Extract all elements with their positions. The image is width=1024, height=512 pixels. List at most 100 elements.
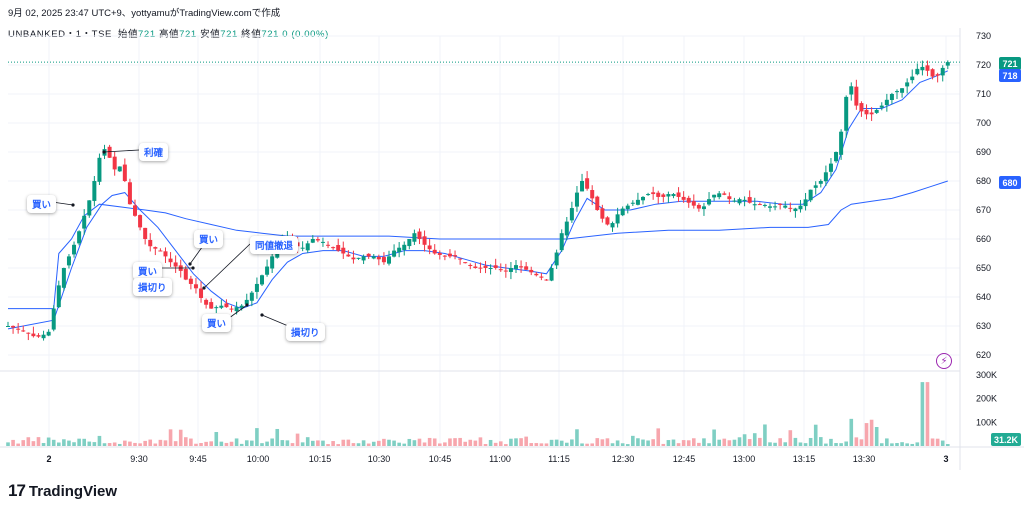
volume-bar — [742, 434, 747, 446]
volume-bar — [676, 443, 681, 446]
candle-body — [199, 288, 204, 298]
candle-body — [524, 266, 529, 270]
volume-bar — [341, 439, 346, 446]
volume-bar — [417, 438, 422, 446]
volume-bar — [498, 441, 503, 446]
candle-body — [574, 192, 579, 207]
close-value: 721 — [261, 29, 280, 40]
annotation-profit[interactable]: 利確 — [139, 143, 169, 161]
candle-body — [188, 278, 193, 284]
volume-bar — [727, 440, 732, 446]
candle-body — [229, 308, 234, 310]
candle-body — [117, 166, 122, 172]
candle-body — [31, 333, 36, 337]
volume-bar — [605, 438, 610, 446]
volume-bar — [595, 438, 600, 446]
candle-body — [437, 252, 442, 255]
annotation-buy-3[interactable]: 買い — [133, 262, 163, 280]
candle-body — [544, 279, 549, 281]
volume-bar — [885, 438, 889, 446]
volume-bar — [712, 429, 716, 446]
price-tick-label: 700 — [976, 118, 991, 128]
candle-body — [737, 199, 742, 204]
volume-bar — [275, 428, 280, 446]
candle-body — [204, 299, 209, 305]
candle-body — [656, 192, 661, 197]
annotation-buy-4[interactable]: 買い — [202, 314, 232, 332]
candle-body — [747, 197, 752, 203]
candle-body — [834, 152, 839, 162]
volume-bar — [189, 438, 193, 446]
candle-body — [676, 192, 681, 197]
candle-body — [859, 103, 864, 112]
candle-body — [26, 332, 31, 334]
candle-body — [214, 307, 219, 309]
candle-body — [41, 334, 46, 339]
annotation-buy-1[interactable]: 買い — [27, 195, 57, 213]
time-tick-label: 11:00 — [489, 454, 511, 464]
candle-body — [615, 214, 620, 224]
candle-body — [625, 205, 630, 210]
candle-body — [681, 196, 686, 200]
candle-body — [193, 284, 198, 289]
volume-bar — [397, 442, 401, 446]
volume-bar — [473, 440, 478, 446]
annotation-stop-1[interactable]: 損切り — [133, 278, 172, 296]
lightning-icon[interactable]: ⚡ — [936, 353, 952, 369]
volume-bar — [788, 430, 793, 446]
change-value: 0 (0.00%) — [282, 29, 329, 40]
volume-bar — [671, 439, 676, 446]
candle-body — [813, 185, 818, 188]
annotation-point — [202, 286, 206, 290]
volume-bar — [458, 437, 462, 446]
candle-body — [77, 231, 82, 244]
annotation-stop-2[interactable]: 損切り — [286, 323, 325, 341]
volume-bar — [859, 439, 864, 446]
annotation-buy-2[interactable]: 買い — [194, 230, 224, 248]
volume-bar — [448, 438, 452, 446]
volume-bar — [41, 443, 46, 446]
indicator-lines — [7, 70, 949, 330]
volume-bar — [346, 439, 351, 446]
volume-bar — [869, 419, 874, 446]
volume-bar — [392, 440, 396, 446]
volume-bar — [559, 440, 564, 446]
candle-body — [463, 262, 468, 264]
tradingview-logo[interactable]: 17 TradingView — [8, 481, 117, 501]
volume-bar — [351, 443, 356, 446]
annotation-retreat[interactable]: 同値撤退 — [250, 236, 299, 254]
annotation-connector — [103, 149, 140, 153]
candle-body — [56, 285, 61, 308]
time-tick-label: 12:45 — [673, 454, 696, 464]
symbol-name[interactable]: UNBANKED・1・TSE — [8, 29, 112, 40]
price-tick-label: 660 — [976, 234, 991, 244]
volume-bar — [260, 443, 264, 446]
volume-bar — [625, 444, 630, 446]
volume-bar — [615, 440, 620, 446]
candle-body — [6, 326, 10, 327]
volume-bar — [722, 438, 727, 446]
volume-bar — [925, 382, 930, 446]
candle-body — [549, 268, 554, 281]
time-tick-label: 13:30 — [853, 454, 876, 464]
volume-bar — [717, 439, 721, 446]
volume-bar — [331, 441, 335, 446]
volume-bar — [686, 440, 691, 446]
candle-body — [717, 193, 722, 198]
candle-body — [16, 328, 21, 330]
volume-bar — [493, 442, 498, 446]
volume-bar — [565, 442, 569, 446]
candle-body — [265, 266, 270, 275]
volume-bar — [844, 441, 848, 446]
candle-body — [92, 181, 97, 201]
volume-bar — [336, 444, 340, 446]
candle-body — [605, 217, 610, 225]
volume-bar — [36, 437, 41, 446]
volume-bar — [229, 441, 234, 446]
time-tick-label: 3 — [943, 454, 948, 464]
time-tick-label: 12:30 — [612, 454, 635, 464]
volume-bar — [864, 423, 869, 446]
ema-line — [7, 70, 949, 330]
volume-bar — [509, 438, 513, 446]
